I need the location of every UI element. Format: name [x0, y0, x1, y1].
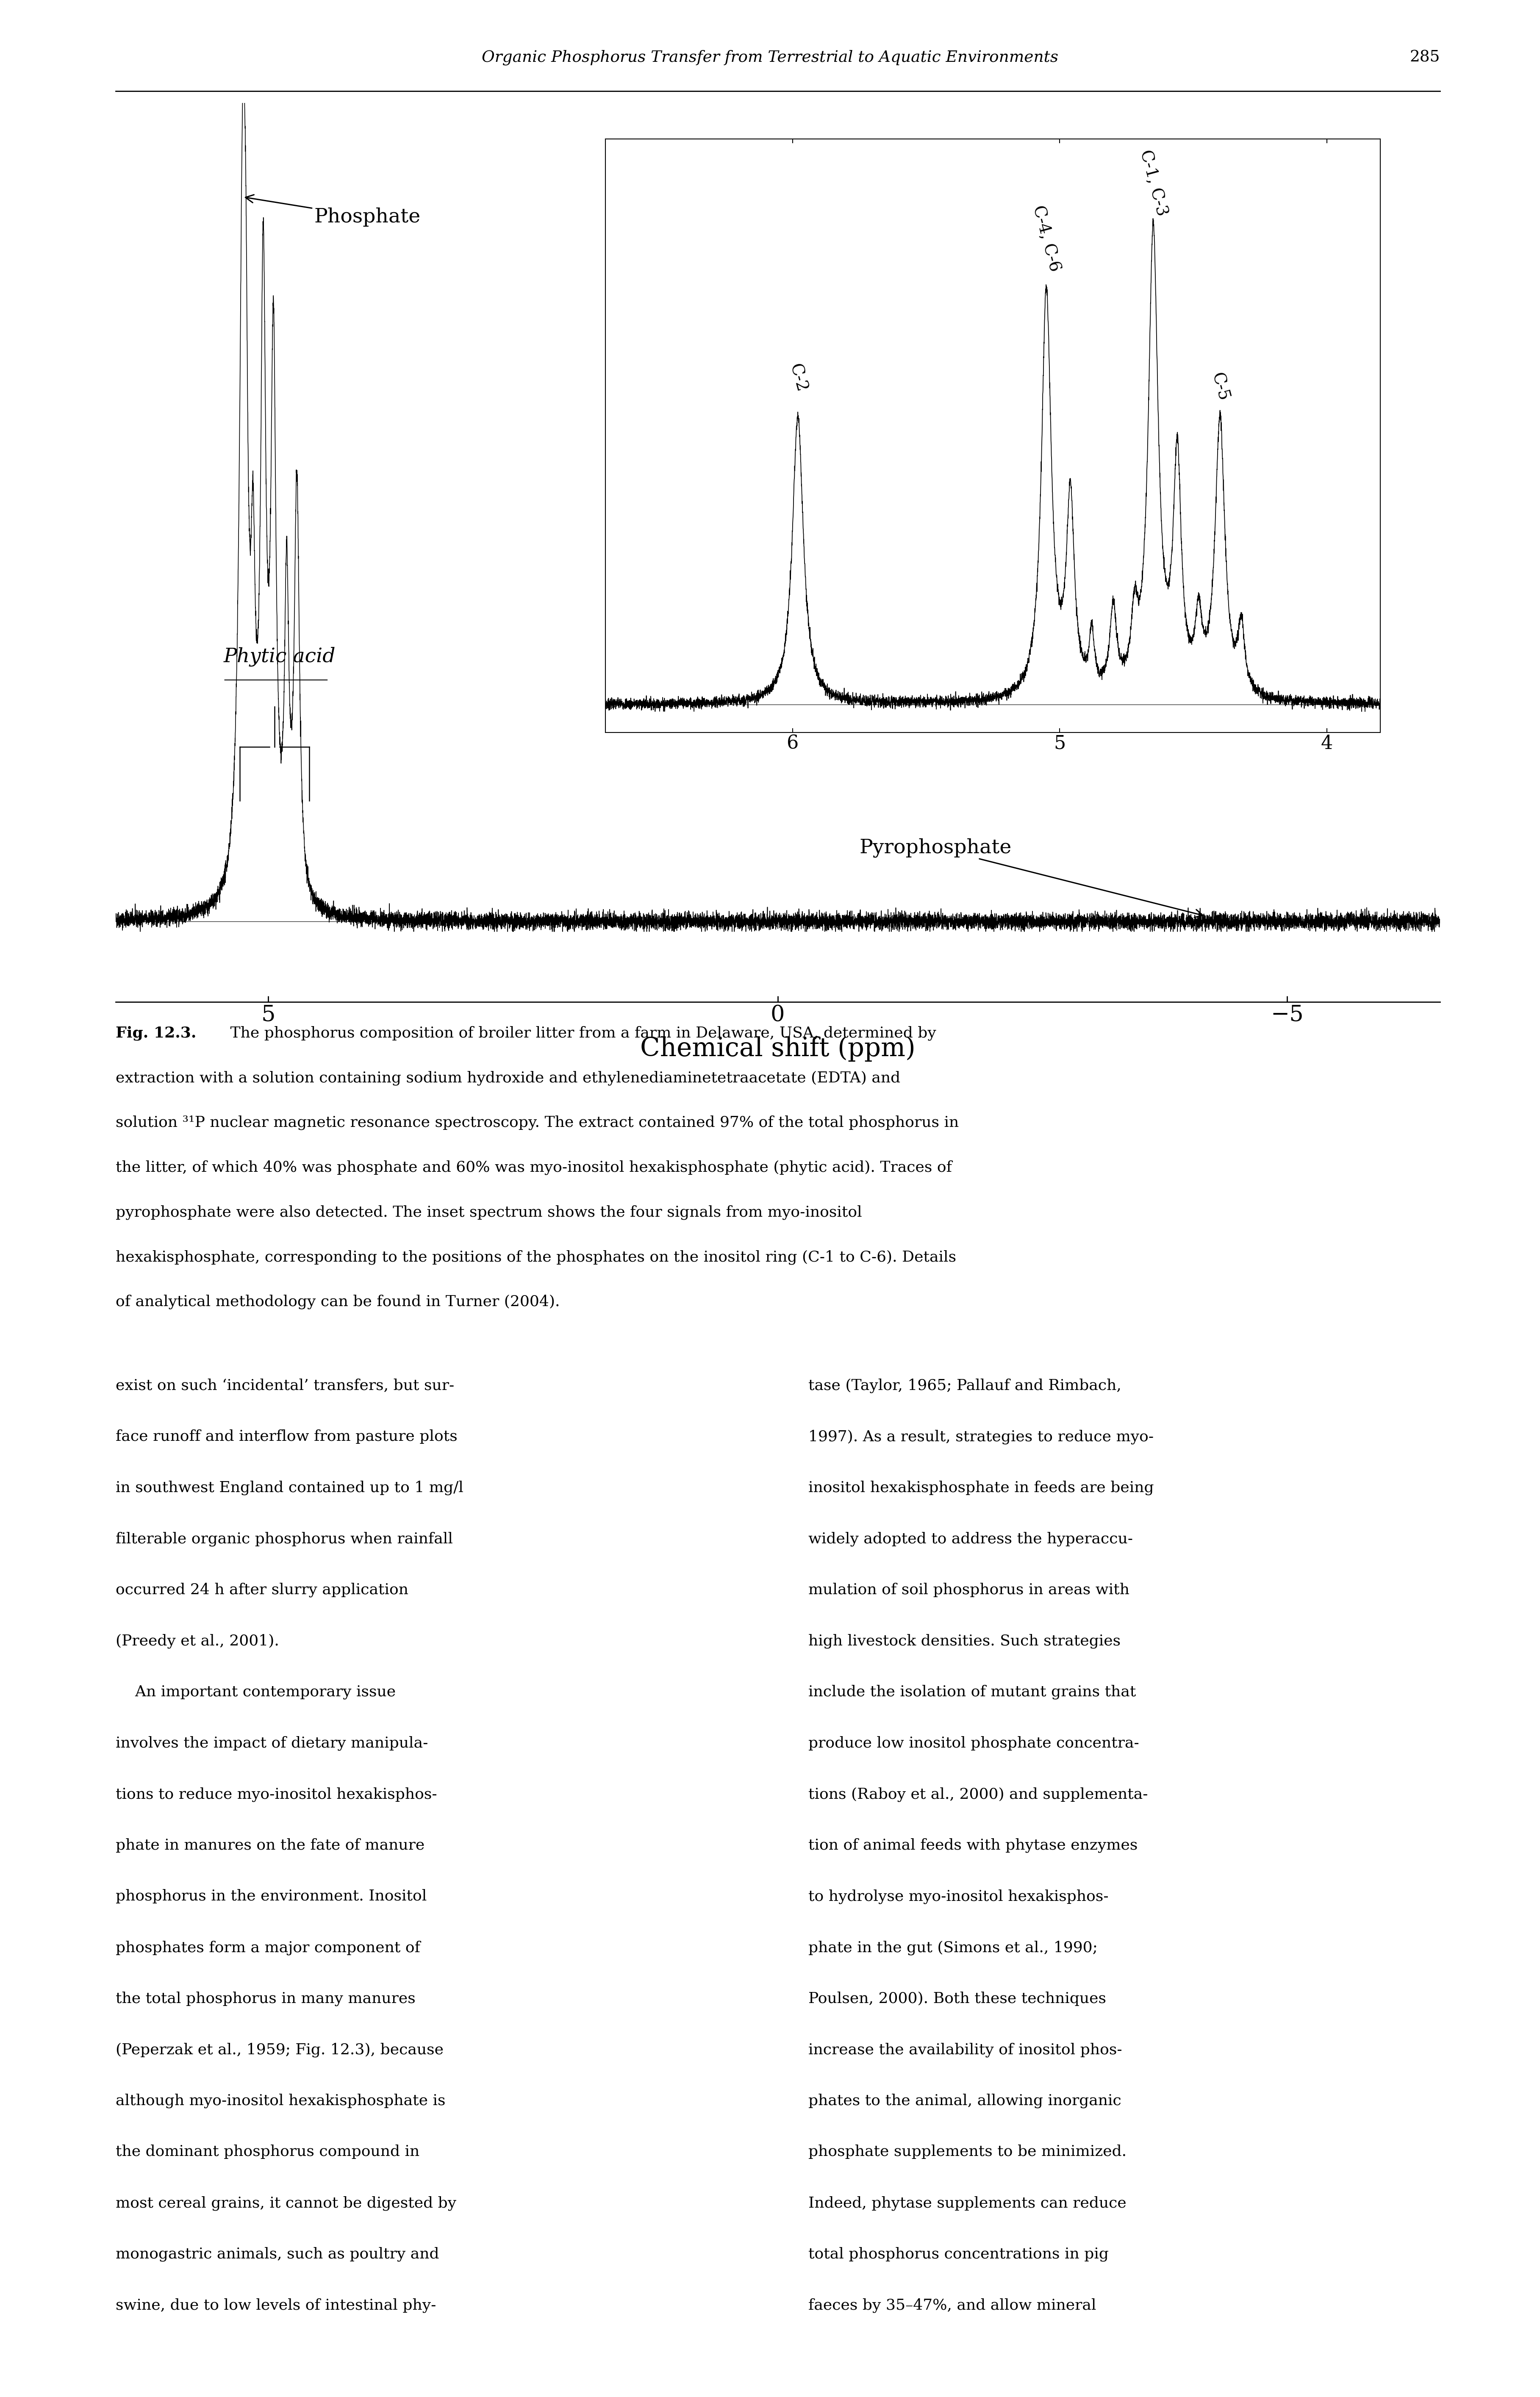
Text: tion of animal feeds with phytase enzymes: tion of animal feeds with phytase enzyme…: [808, 1838, 1138, 1853]
Text: most cereal grains, it cannot be digested by: most cereal grains, it cannot be digeste…: [116, 2196, 456, 2210]
Text: widely adopted to address the hyperaccu-: widely adopted to address the hyperaccu-: [808, 1532, 1133, 1546]
Text: solution ³¹P nuclear magnetic resonance spectroscopy. The extract contained 97% : solution ³¹P nuclear magnetic resonance …: [116, 1115, 959, 1129]
Text: C-2: C-2: [787, 362, 809, 393]
Text: include the isolation of mutant grains that: include the isolation of mutant grains t…: [808, 1685, 1137, 1699]
Text: C-4, C-6: C-4, C-6: [1030, 204, 1063, 273]
Text: Phytic acid: Phytic acid: [223, 647, 336, 666]
Text: the dominant phosphorus compound in: the dominant phosphorus compound in: [116, 2145, 419, 2160]
Text: the litter, of which 40% was phosphate and 60% was myo-inositol hexakisphosphate: the litter, of which 40% was phosphate a…: [116, 1160, 952, 1175]
Text: swine, due to low levels of intestinal phy-: swine, due to low levels of intestinal p…: [116, 2299, 436, 2313]
Text: Organic Phosphorus Transfer from Terrestrial to Aquatic Environments: Organic Phosphorus Transfer from Terrest…: [482, 50, 1058, 65]
Text: inositol hexakisphosphate in feeds are being: inositol hexakisphosphate in feeds are b…: [808, 1481, 1153, 1496]
Text: Pyrophosphate: Pyrophosphate: [859, 839, 1203, 918]
Text: pyrophosphate were also detected. The inset spectrum shows the four signals from: pyrophosphate were also detected. The in…: [116, 1206, 862, 1220]
Text: monogastric animals, such as poultry and: monogastric animals, such as poultry and: [116, 2246, 439, 2260]
Text: tase (Taylor, 1965; Pallauf and Rimbach,: tase (Taylor, 1965; Pallauf and Rimbach,: [808, 1378, 1121, 1393]
Text: to hydrolyse myo-inositol hexakisphos-: to hydrolyse myo-inositol hexakisphos-: [808, 1889, 1109, 1903]
Text: C-1, C-3: C-1, C-3: [1137, 149, 1169, 218]
Text: tions to reduce myo-inositol hexakisphos-: tions to reduce myo-inositol hexakisphos…: [116, 1788, 437, 1803]
Text: (Peperzak et al., 1959; Fig. 12.3), because: (Peperzak et al., 1959; Fig. 12.3), beca…: [116, 2042, 444, 2057]
Text: 285: 285: [1409, 50, 1440, 65]
Text: phate in the gut (Simons et al., 1990;: phate in the gut (Simons et al., 1990;: [808, 1939, 1098, 1956]
Text: C-5: C-5: [1209, 372, 1232, 403]
Text: occurred 24 h after slurry application: occurred 24 h after slurry application: [116, 1582, 408, 1596]
Text: although myo-inositol hexakisphosphate is: although myo-inositol hexakisphosphate i…: [116, 2093, 445, 2109]
Text: 1997). As a result, strategies to reduce myo-: 1997). As a result, strategies to reduce…: [808, 1429, 1153, 1443]
Text: tions (Raboy et al., 2000) and supplementa-: tions (Raboy et al., 2000) and supplemen…: [808, 1788, 1147, 1803]
Text: of analytical methodology can be found in Turner (2004).: of analytical methodology can be found i…: [116, 1294, 559, 1309]
Text: filterable organic phosphorus when rainfall: filterable organic phosphorus when rainf…: [116, 1532, 453, 1546]
Text: phates to the animal, allowing inorganic: phates to the animal, allowing inorganic: [808, 2093, 1121, 2109]
Text: increase the availability of inositol phos-: increase the availability of inositol ph…: [808, 2042, 1123, 2057]
Text: total phosphorus concentrations in pig: total phosphorus concentrations in pig: [808, 2246, 1109, 2260]
Text: high livestock densities. Such strategies: high livestock densities. Such strategie…: [808, 1635, 1121, 1649]
Text: phosphates form a major component of: phosphates form a major component of: [116, 1939, 420, 1956]
Text: Indeed, phytase supplements can reduce: Indeed, phytase supplements can reduce: [808, 2196, 1127, 2210]
Text: mulation of soil phosphorus in areas with: mulation of soil phosphorus in areas wit…: [808, 1582, 1130, 1596]
Text: faeces by 35–47%, and allow mineral: faeces by 35–47%, and allow mineral: [808, 2299, 1096, 2313]
Text: (Preedy et al., 2001).: (Preedy et al., 2001).: [116, 1635, 279, 1649]
Text: Phosphate: Phosphate: [245, 194, 420, 228]
Text: face runoff and interflow from pasture plots: face runoff and interflow from pasture p…: [116, 1429, 457, 1443]
Text: exist on such ‘incidental’ transfers, but sur-: exist on such ‘incidental’ transfers, bu…: [116, 1378, 454, 1393]
Text: phosphorus in the environment. Inositol: phosphorus in the environment. Inositol: [116, 1889, 427, 1903]
Text: An important contemporary issue: An important contemporary issue: [116, 1685, 396, 1699]
Text: in southwest England contained up to 1 mg/l: in southwest England contained up to 1 m…: [116, 1481, 464, 1496]
Text: phosphate supplements to be minimized.: phosphate supplements to be minimized.: [808, 2145, 1127, 2160]
X-axis label: Chemical shift (ppm): Chemical shift (ppm): [641, 1036, 915, 1062]
Text: Poulsen, 2000). Both these techniques: Poulsen, 2000). Both these techniques: [808, 1992, 1106, 2006]
Text: extraction with a solution containing sodium hydroxide and ethylenediaminetetraa: extraction with a solution containing so…: [116, 1071, 901, 1086]
Text: Fig. 12.3.: Fig. 12.3.: [116, 1026, 196, 1040]
Text: The phosphorus composition of broiler litter from a farm in Delaware, USA, deter: The phosphorus composition of broiler li…: [225, 1026, 936, 1040]
Text: the total phosphorus in many manures: the total phosphorus in many manures: [116, 1992, 416, 2006]
Text: hexakisphosphate, corresponding to the positions of the phosphates on the inosit: hexakisphosphate, corresponding to the p…: [116, 1249, 956, 1263]
Text: involves the impact of dietary manipula-: involves the impact of dietary manipula-: [116, 1735, 428, 1750]
Text: phate in manures on the fate of manure: phate in manures on the fate of manure: [116, 1838, 425, 1853]
Text: produce low inositol phosphate concentra-: produce low inositol phosphate concentra…: [808, 1735, 1140, 1750]
